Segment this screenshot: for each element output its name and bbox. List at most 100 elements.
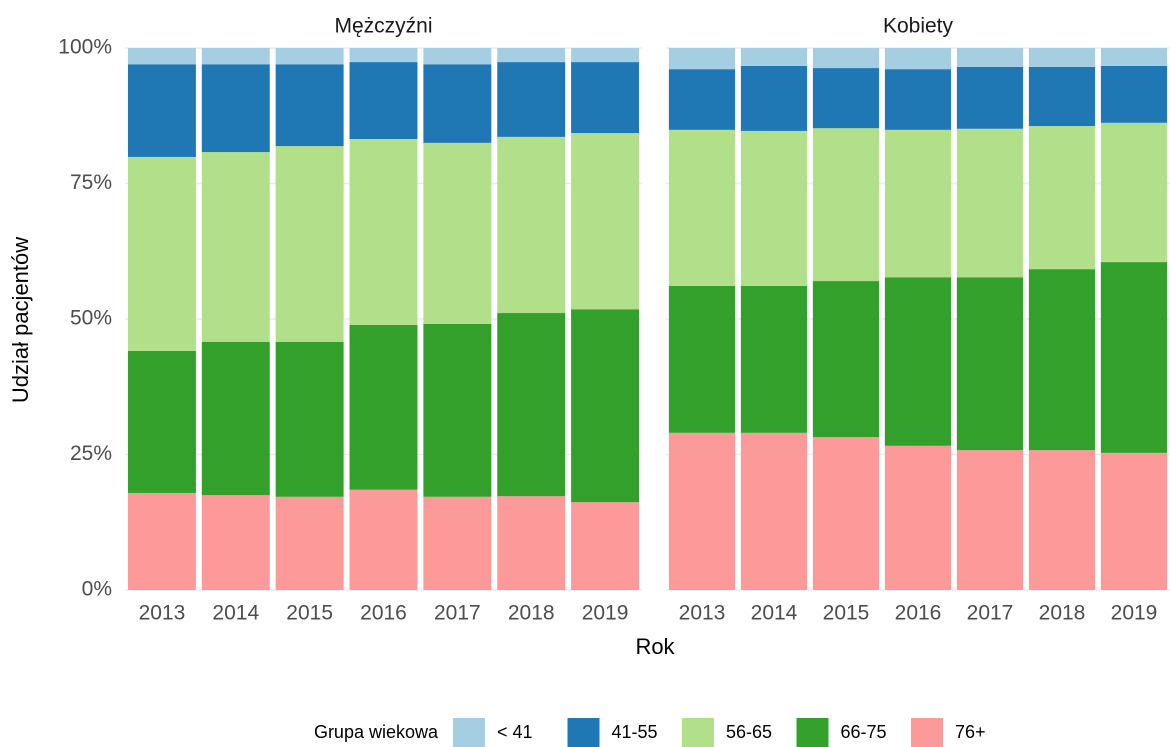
- bar-segment: [956, 128, 1024, 278]
- x-tick-label: 2019: [1111, 602, 1158, 625]
- x-tick-label: 2016: [895, 602, 942, 625]
- bar-segment: [1100, 452, 1168, 590]
- bar-segment: [127, 48, 196, 65]
- bar-segment: [956, 66, 1024, 129]
- bar-segment: [497, 496, 566, 590]
- bar-segment: [1028, 126, 1096, 270]
- bar-segment: [571, 62, 640, 134]
- legend-swatch: [796, 718, 829, 747]
- y-tick-label: 25%: [70, 442, 112, 465]
- x-tick-label: 2015: [823, 602, 870, 625]
- x-tick-label: 2015: [286, 602, 333, 625]
- bar-segment: [812, 48, 880, 69]
- bar-segment: [1028, 48, 1096, 67]
- bar-segment: [349, 62, 418, 140]
- bar-segment: [1028, 450, 1096, 590]
- bar-segment: [1100, 262, 1168, 453]
- legend-label: 41-55: [612, 722, 658, 742]
- bar-segment: [1100, 122, 1168, 263]
- bar-segment: [497, 313, 566, 497]
- bar-segment: [1100, 65, 1168, 123]
- bar-segment: [956, 48, 1024, 67]
- bar-segment: [423, 142, 492, 324]
- bar-segment: [884, 69, 952, 130]
- x-tick-label: 2014: [212, 602, 259, 625]
- bar-segment: [884, 129, 952, 278]
- bar-segment: [497, 136, 566, 314]
- x-tick-label: 2016: [360, 602, 407, 625]
- legend-label: 76+: [955, 722, 986, 742]
- bar-segment: [349, 324, 418, 490]
- bar-segment: [956, 450, 1024, 590]
- bar-segment: [571, 48, 640, 63]
- bar-segment: [275, 341, 344, 497]
- bar-segment: [423, 48, 492, 65]
- x-tick-label: 2017: [434, 602, 481, 625]
- legend-swatch: [911, 718, 943, 747]
- bar-segment: [275, 496, 344, 590]
- x-tick-label: 2014: [751, 602, 798, 625]
- y-tick-label: 100%: [58, 36, 112, 59]
- bar-segment: [740, 65, 808, 131]
- bar-segment: [201, 341, 270, 496]
- bar-segment: [1028, 269, 1096, 451]
- bar-segment: [668, 285, 736, 433]
- y-tick-label: 50%: [70, 307, 112, 330]
- bar-segment: [423, 323, 492, 497]
- legend-swatch: [567, 718, 600, 747]
- y-tick-label: 0%: [82, 578, 112, 601]
- bar-segment: [349, 489, 418, 590]
- bar-segment: [668, 48, 736, 70]
- bar-segment: [571, 309, 640, 503]
- bar-segment: [275, 48, 344, 65]
- bar-segment: [571, 133, 640, 310]
- bar-segment: [201, 495, 270, 590]
- x-tick-label: 2019: [582, 602, 629, 625]
- bar-segment: [884, 277, 952, 446]
- legend-swatch: [453, 718, 485, 747]
- x-tick-label: 2018: [508, 602, 555, 625]
- bar-segment: [740, 285, 808, 433]
- legend-label: 66-75: [841, 722, 887, 742]
- bar-segment: [884, 445, 952, 590]
- bar-segment: [497, 48, 566, 63]
- bar-segment: [275, 146, 344, 342]
- facet-title: Kobiety: [883, 15, 954, 38]
- bar-segment: [740, 48, 808, 66]
- y-tick-label: 75%: [70, 171, 112, 194]
- bar-segment: [201, 48, 270, 65]
- bar-segment: [740, 432, 808, 590]
- bar-segment: [812, 281, 880, 438]
- x-tick-label: 2013: [679, 602, 726, 625]
- bar-segment: [1028, 66, 1096, 127]
- bar-segment: [571, 502, 640, 590]
- x-tick-label: 2013: [139, 602, 186, 625]
- bar-segment: [201, 152, 270, 342]
- bar-segment: [127, 64, 196, 157]
- bar-segment: [349, 48, 418, 63]
- bar-segment: [127, 492, 196, 590]
- legend-label: < 41: [497, 722, 533, 742]
- bar-segment: [349, 139, 418, 325]
- bar-segment: [668, 432, 736, 590]
- facet-title: Mężczyźni: [334, 15, 432, 38]
- legend-swatch: [682, 718, 714, 747]
- y-axis-label: Udział pacjentów: [8, 237, 33, 403]
- bar-segment: [668, 129, 736, 286]
- bar-segment: [497, 62, 566, 137]
- bar-segment: [956, 277, 1024, 451]
- x-axis-label: Rok: [635, 634, 675, 659]
- bar-segment: [812, 437, 880, 590]
- bar-segment: [423, 64, 492, 143]
- x-tick-label: 2018: [1039, 602, 1086, 625]
- bar-segment: [275, 64, 344, 147]
- bar-segment: [668, 69, 736, 130]
- bar-segment: [127, 156, 196, 351]
- x-tick-label: 2017: [967, 602, 1014, 625]
- bar-segment: [812, 128, 880, 282]
- legend-label: 56-65: [726, 722, 772, 742]
- bar-segment: [812, 68, 880, 129]
- bar-segment: [201, 64, 270, 153]
- bar-segment: [1100, 48, 1168, 66]
